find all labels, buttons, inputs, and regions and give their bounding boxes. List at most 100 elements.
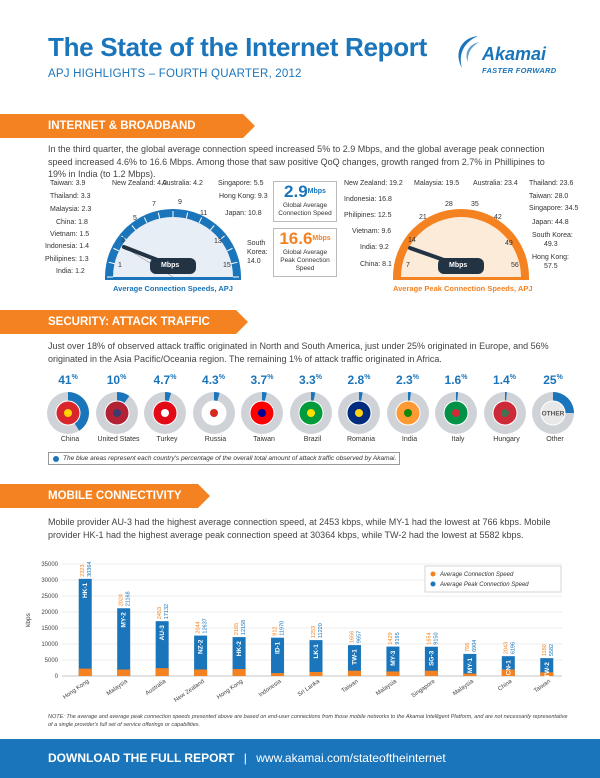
attack-country: United States <box>97 436 140 443</box>
attack-circle <box>435 392 477 434</box>
footnote: NOTE: The average and average peak conne… <box>48 714 568 728</box>
percent-sign: % <box>412 374 419 381</box>
peak-tick: 42 <box>494 214 502 221</box>
avg-value-label: 1429 <box>388 632 394 644</box>
avg-value-label: 2453 <box>157 607 163 619</box>
peak-bar <box>78 578 92 676</box>
global-peak-box: 16.6Mbps Global Average Peak Connection … <box>273 228 337 277</box>
peak-label: Thailand: 23.6 <box>529 180 574 187</box>
gauges-svg <box>105 209 529 280</box>
avg-tick: 15 <box>223 262 231 269</box>
attack-pct-value: 1.6 <box>444 373 462 387</box>
peak-label: Malaysia: 19.5 <box>414 180 460 187</box>
attack-circle <box>95 392 138 434</box>
attack-pct-value: 2.8 <box>347 373 365 387</box>
y-tick-label: 25000 <box>41 594 58 600</box>
x-tick-label: Malaysia <box>375 678 398 697</box>
legend-label: Average Peak Connection Speed <box>439 582 529 588</box>
peak-bar <box>194 635 208 676</box>
avg-tick: 9 <box>178 199 182 206</box>
percent-sign: % <box>71 374 78 381</box>
provider-label: CN-1 <box>505 660 512 676</box>
attack-pct: 4.7% <box>141 373 189 387</box>
mobile-bar-chart: 0 5000 10000 15000 20000 25000 30000 35000 kbps H… <box>25 562 562 704</box>
peak-value-label: 9150 <box>433 632 439 644</box>
x-tick-label: Hong Kong <box>216 679 244 701</box>
x-tick-label: New Zealand <box>173 679 205 704</box>
avg-label: 14.0 <box>247 258 261 265</box>
avg-label: Philipines: 1.3 <box>45 256 89 263</box>
avg-tick: 13 <box>214 238 222 245</box>
attack-circle <box>241 392 283 434</box>
avg-gauge-caption: Average Connection Speeds, APJ <box>113 284 233 293</box>
avg-value-label: 2024 <box>119 594 125 606</box>
attack-pct: 2.8% <box>335 373 383 387</box>
peak-bar <box>117 608 131 676</box>
avg-gauge-unit: Mbps <box>161 262 180 269</box>
attack-pct: 41% <box>44 373 92 387</box>
attack-circle <box>144 392 186 434</box>
peak-value-label: 12158 <box>241 620 247 635</box>
attack-country: Italy <box>451 436 465 443</box>
avg-bar <box>424 670 438 676</box>
avg-label: Indonesia: 1.4 <box>45 243 89 250</box>
peak-label: Vietnam: 9.6 <box>352 228 392 235</box>
avg-label: Korea: <box>247 249 268 256</box>
avg-label: New Zealand: 4.0 <box>112 180 167 187</box>
peak-label: Philipines: 12.5 <box>344 212 392 219</box>
attack-pct: 4.3% <box>190 373 238 387</box>
peak-value-label: 6196 <box>510 642 516 654</box>
avg-value-label: 2044 <box>196 621 202 633</box>
other-label: OTHER <box>542 411 565 418</box>
avg-bar <box>386 671 400 676</box>
global-avg-label: Global Average Connection Speed <box>278 202 332 217</box>
peak-label: Hong Kong: <box>532 254 569 261</box>
avg-label: Thailand: 3.3 <box>50 193 91 200</box>
provider-label: LK-1 <box>313 644 320 659</box>
provider-label: ID-1 <box>275 641 282 654</box>
attack-country: Romania <box>346 436 375 443</box>
peak-bar <box>540 658 554 676</box>
footer-bar[interactable]: DOWNLOAD THE FULL REPORT | www.akamai.co… <box>0 739 600 778</box>
flag-emblem-icon <box>500 409 509 417</box>
attack-pct-value: 2.3 <box>396 373 413 387</box>
peak-value-label: 30364 <box>87 562 93 577</box>
attack-pct-value: 4.7 <box>153 373 171 387</box>
akamai-logo: Akamai FASTER FORWARD <box>452 28 562 78</box>
peak-bar <box>271 637 285 676</box>
flag-emblem-icon <box>306 409 315 417</box>
attack-circle <box>483 392 526 434</box>
peak-value-label: 17132 <box>164 604 170 619</box>
percent-sign: % <box>218 374 225 381</box>
percent-sign: % <box>461 374 468 381</box>
avg-tick: 1 <box>118 262 122 269</box>
blue-dot-icon <box>53 456 59 462</box>
flag-emblem-icon <box>64 409 72 417</box>
legend-label: Average Connection Speed <box>439 572 514 578</box>
download-cta[interactable]: DOWNLOAD THE FULL REPORT <box>48 751 235 765</box>
avg-value-label: 912 <box>273 627 279 636</box>
x-tick-label: Singapore <box>411 678 437 699</box>
footer-url[interactable]: www.akamai.com/stateoftheinternet <box>256 751 446 765</box>
peak-label: Japan: 44.8 <box>532 219 569 226</box>
y-tick-label: 15000 <box>41 626 58 632</box>
avg-value-label: 1160 <box>542 644 548 656</box>
avg-value-label: 1656 <box>349 631 355 643</box>
provider-label: AU-3 <box>159 625 166 641</box>
attack-circle <box>338 392 380 434</box>
peak-tick: 14 <box>408 237 416 244</box>
flag-emblem-icon <box>452 409 460 417</box>
avg-label: Malaysia: 2.3 <box>50 206 92 213</box>
peak-label: Indonesia: 16.8 <box>344 196 392 203</box>
avg-label: South <box>247 240 266 247</box>
peak-needle <box>408 246 463 268</box>
attack-pct: 2.3% <box>384 373 432 387</box>
akamai-swoosh-icon <box>458 36 480 68</box>
attack-circle <box>386 392 429 434</box>
attack-pct-value: 3.7 <box>250 373 268 387</box>
attack-pct-value: 1.4 <box>493 373 510 387</box>
peak-tick: 28 <box>445 201 453 208</box>
attack-pct: 25% <box>529 373 577 387</box>
avg-bar <box>271 673 285 676</box>
peak-bar <box>232 637 246 676</box>
